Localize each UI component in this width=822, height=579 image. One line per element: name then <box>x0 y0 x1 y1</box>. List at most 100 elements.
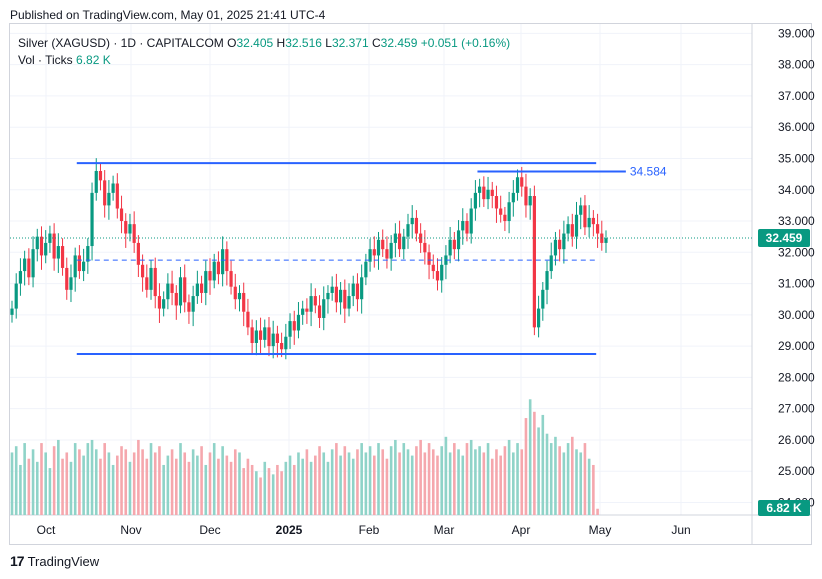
candle-body <box>98 170 103 181</box>
volume-bar <box>440 446 444 515</box>
volume-bar <box>528 399 532 515</box>
ohlc-row: Silver (XAGUSD) · 1D · CAPITALCOM O32.40… <box>18 35 510 52</box>
x-tick-label: Apr <box>512 523 531 537</box>
volume-row: Vol · Ticks 6.82 K <box>18 52 510 69</box>
candle-body <box>35 236 39 250</box>
volume-label[interactable]: Vol · Ticks <box>18 53 73 67</box>
volume-bar <box>40 443 43 515</box>
candle-body <box>233 286 237 300</box>
candle-body <box>44 242 48 256</box>
volume-bar <box>23 443 26 515</box>
candle-body <box>254 330 258 343</box>
volume-bar <box>533 411 536 515</box>
volume-bar <box>179 443 182 515</box>
candle-body <box>296 314 301 331</box>
close-label: C <box>372 36 381 50</box>
volume-bar <box>94 449 98 515</box>
candle-body <box>330 286 334 293</box>
volume-bar <box>19 464 22 515</box>
candle-body <box>77 255 82 272</box>
candle-body <box>435 271 440 281</box>
volume-bar <box>288 455 292 515</box>
volume-bar <box>351 458 355 515</box>
candle-body <box>140 264 145 278</box>
candle-body <box>406 224 410 237</box>
volume-bar <box>516 443 519 515</box>
volume-bar <box>35 461 39 515</box>
candle-body <box>381 239 385 250</box>
candle-body <box>153 267 157 297</box>
volume-bar <box>229 461 233 515</box>
candle-body <box>115 183 119 209</box>
last-price-label: 32.459 <box>766 231 803 245</box>
candle-body <box>541 289 545 309</box>
volume-bar <box>132 452 136 515</box>
candle-body <box>456 230 461 250</box>
volume-bar <box>69 461 73 515</box>
volume-bar <box>208 452 212 515</box>
candle-body <box>10 308 14 315</box>
volume-bar <box>137 439 140 515</box>
volume-bar <box>52 446 56 515</box>
volume-bar <box>141 449 144 515</box>
volume-bar <box>322 452 326 515</box>
volume-bar <box>124 449 128 515</box>
volume-bar <box>431 449 435 515</box>
volume-bar <box>31 449 35 515</box>
volume-bar <box>486 443 490 515</box>
volume-bar <box>174 458 178 515</box>
volume-bar <box>554 436 557 515</box>
low-value: 32.371 <box>331 36 369 50</box>
candle-body <box>376 239 381 256</box>
volume-bar <box>453 443 456 515</box>
candle-body <box>39 236 44 256</box>
candle-body <box>532 196 536 328</box>
volume-bar <box>461 455 465 515</box>
candle-body <box>393 233 397 243</box>
volume-bar <box>524 418 528 515</box>
candle-body <box>73 255 77 278</box>
candle-body <box>212 261 216 281</box>
volume-bar <box>107 452 111 515</box>
volume-bar <box>82 455 85 515</box>
candle-body <box>237 292 242 300</box>
candle-body <box>86 246 90 262</box>
candle-body <box>322 299 326 318</box>
volume-bar <box>263 461 267 515</box>
candle-body <box>65 267 69 290</box>
volume-bar <box>368 446 372 515</box>
candle-body <box>183 277 187 303</box>
y-tick-label: 37.000 <box>778 89 815 103</box>
y-tick-label: 30.000 <box>778 308 815 322</box>
volume-bar <box>503 446 507 515</box>
candle-body <box>166 283 170 300</box>
symbol-label[interactable]: Silver (XAGUSD) · 1D · CAPITALCOM <box>18 36 224 50</box>
volume-bar <box>596 508 599 515</box>
candle-body <box>604 238 608 243</box>
volume-bar <box>204 464 208 515</box>
candle-body <box>90 192 94 247</box>
volume-bar <box>474 449 477 515</box>
open-label: O <box>227 36 237 50</box>
candle-body <box>524 186 528 206</box>
candle-body <box>389 242 393 259</box>
y-tick-label: 32.000 <box>778 245 815 259</box>
volume-bar <box>187 461 191 515</box>
volume-bar <box>246 458 250 515</box>
candle-body <box>549 255 553 272</box>
candle-body <box>14 283 18 309</box>
volume-bar <box>520 449 524 515</box>
tradingview-footer[interactable]: 17 TradingView <box>10 553 99 569</box>
candle-body <box>317 305 322 318</box>
candle-body <box>204 271 208 293</box>
volume-bar <box>314 455 317 515</box>
candle-body <box>132 224 136 243</box>
candle-body <box>313 296 317 306</box>
volume-bar <box>381 449 385 515</box>
candle-body <box>528 196 532 206</box>
candle-body <box>27 258 31 278</box>
chart-legend: Silver (XAGUSD) · 1D · CAPITALCOM O32.40… <box>18 35 510 69</box>
volume-bar <box>339 455 342 515</box>
candle-body <box>478 186 482 193</box>
